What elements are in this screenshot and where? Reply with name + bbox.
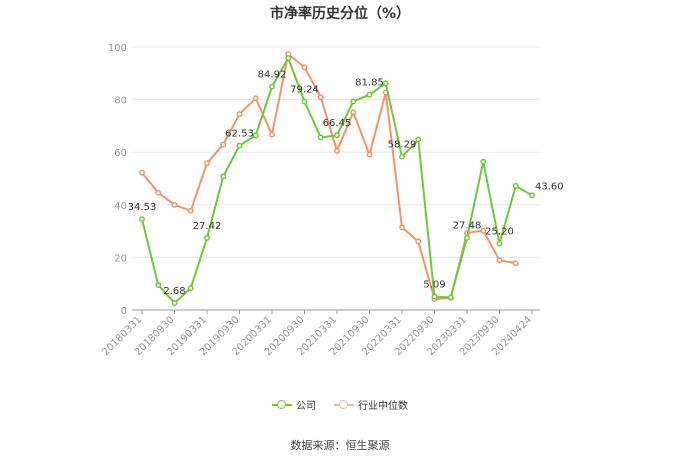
y-tick-label: 60 [114,148,127,159]
legend: 公司 行业中位数 [0,397,680,412]
data-point-company [139,216,145,223]
data-point-company [529,192,535,199]
data-point-company [366,91,373,98]
data-label: 25.20 [485,227,514,238]
legend-swatch-industry [334,399,354,410]
data-label: 62.53 [225,129,254,140]
data-point-company [252,132,259,139]
y-tick-label: 0 [121,306,127,317]
data-point-company [334,132,340,139]
data-label: 27.48 [453,221,482,232]
data-label: 27.42 [193,221,222,232]
data-point-company [512,182,519,189]
data-point-company [187,285,194,292]
data-point-company [399,153,405,160]
data-label: 2.68 [163,286,185,297]
data-point-company [155,282,162,288]
data-point-industry [366,151,373,158]
data-point-industry [171,201,178,208]
data-point-company [269,83,275,90]
data-point-industry [317,94,324,101]
legend-item-company[interactable]: 公司 [272,397,316,412]
legend-label-company: 公司 [296,401,316,412]
data-label: 43.60 [535,181,564,192]
data-point-company [480,158,487,165]
data-point-company [415,136,422,143]
legend-item-industry[interactable]: 行业中位数 [334,397,408,412]
data-label: 5.09 [423,280,445,291]
data-point-company [236,142,243,149]
data-point-industry [399,224,405,231]
data-point-industry [512,260,519,267]
data-point-industry [236,111,243,118]
data-point-industry [252,95,259,102]
data-point-industry [334,147,340,154]
data-source: 数据来源：恒生聚源 [290,439,390,452]
data-point-industry [187,207,194,214]
y-tick-label: 20 [114,253,127,264]
series-lines [139,51,535,306]
data-point-company [317,134,324,141]
data-label: 84.92 [258,70,287,81]
data-point-company [496,240,503,247]
data-point-company [171,300,178,306]
data-point-industry [269,131,275,138]
legend-label-industry: 行业中位数 [358,401,408,412]
data-point-company [431,293,438,300]
data-point-industry [350,109,357,116]
data-point-company [204,234,210,241]
data-point-industry [139,169,145,176]
data-point-industry [204,160,210,167]
data-point-company [301,98,308,105]
chart-title: 市净率历史分位（%） [269,6,411,22]
data-point-industry [496,257,503,264]
data-point-company [285,55,292,61]
data-label: 81.85 [355,78,384,89]
data-point-company [220,173,227,180]
legend-swatch-company [272,399,292,410]
data-point-industry [415,238,422,245]
y-tick-label: 80 [114,96,127,107]
data-label: 79.24 [290,85,319,96]
data-point-industry [301,64,308,71]
data-point-industry [155,189,162,196]
data-point-industry [220,141,227,148]
y-tick-label: 100 [108,43,127,54]
data-point-company [464,234,470,241]
data-point-industry [480,227,487,234]
data-point-company [382,80,389,87]
data-point-company [447,294,454,301]
data-point-company [350,98,357,105]
data-label: 58.29 [388,140,417,151]
data-label: 66.45 [323,118,352,129]
y-tick-label: 40 [114,201,127,212]
data-label: 34.53 [128,202,157,213]
